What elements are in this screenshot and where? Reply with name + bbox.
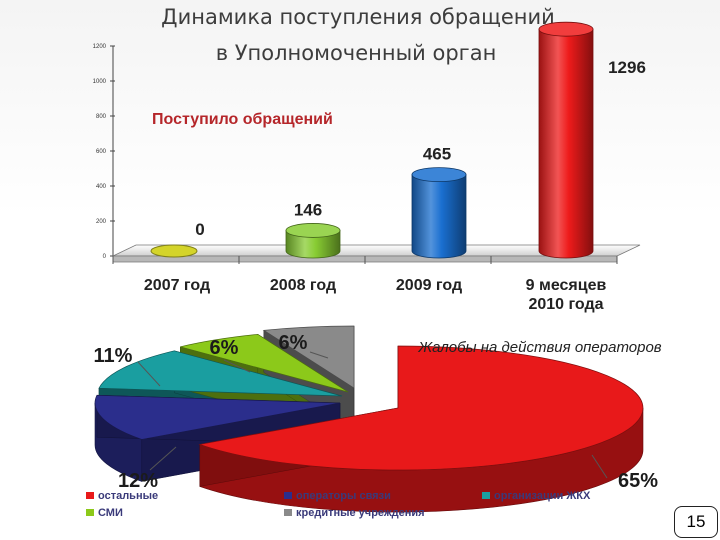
pie-chart-title: Жалобы на действия операторов bbox=[417, 339, 661, 356]
bar-value-label: 1296 bbox=[608, 58, 646, 77]
pie-slice-1 bbox=[198, 345, 644, 471]
bar-value-label: 0 bbox=[195, 220, 204, 239]
bar-2-top bbox=[285, 223, 341, 238]
slide-title-line-1: Динамика поступления обращений bbox=[161, 5, 555, 29]
legend-label: остальные bbox=[98, 490, 158, 502]
legend-label: организации ЖКХ bbox=[494, 490, 591, 502]
legend-label: кредитные учреждения bbox=[296, 507, 425, 519]
pie-slice-5 bbox=[262, 325, 355, 389]
bar-y-tick-label: 1000 bbox=[93, 79, 107, 85]
bar-y-tick-label: 1200 bbox=[93, 44, 107, 50]
pie-percent-label: 6% bbox=[279, 332, 308, 354]
pie-percent-label: 12% bbox=[118, 470, 158, 492]
pie-leader-line bbox=[591, 454, 608, 479]
legend-label: операторы связи bbox=[296, 490, 391, 502]
bar-y-tick-label: 0 bbox=[103, 254, 107, 260]
bar-chart-title: Поступило обращений bbox=[152, 111, 333, 128]
bar-4-top bbox=[538, 21, 594, 37]
bar-chart: 0 200 400 600 800 1000 1200 0 2007 год 146 2008 го… bbox=[93, 21, 646, 313]
bar-2 bbox=[285, 230, 341, 259]
pie-percent-label: 11% bbox=[94, 345, 133, 367]
bar-category-label: 2007 год bbox=[144, 277, 210, 294]
pie-leader-line bbox=[309, 351, 329, 359]
pie-leader-line bbox=[149, 446, 177, 471]
bar-y-tick-label: 400 bbox=[96, 184, 107, 190]
bar-y-tick-label: 200 bbox=[96, 219, 107, 225]
bar-category-label: 2008 год bbox=[270, 277, 336, 294]
legend-swatch bbox=[284, 509, 292, 516]
bar-y-tick-label: 800 bbox=[96, 114, 107, 120]
pie-slice-2 bbox=[94, 394, 341, 440]
pie-leader-line bbox=[223, 359, 251, 373]
pie-slice-4 bbox=[180, 333, 349, 393]
bar-category-label: 2009 год bbox=[396, 277, 462, 294]
pie-percent-label: 65% bbox=[618, 470, 658, 492]
legend-swatch bbox=[284, 492, 292, 499]
bar-value-label: 146 bbox=[294, 200, 322, 219]
slide-title-line-2: в Уполномоченный орган bbox=[215, 41, 497, 65]
legend-swatch bbox=[86, 509, 94, 516]
bar-3 bbox=[411, 174, 467, 259]
pie-chart: 65% 12% 11% 6% 6% Жалобы на действия оператор… bbox=[86, 325, 662, 519]
bar-4 bbox=[538, 28, 594, 259]
bar-1 bbox=[150, 244, 198, 258]
bar-y-tick-label: 600 bbox=[96, 149, 107, 155]
bar-value-label: 465 bbox=[423, 145, 451, 164]
legend-swatch bbox=[86, 492, 94, 499]
legend-label: СМИ bbox=[98, 507, 123, 519]
legend-swatch bbox=[482, 492, 490, 499]
pie-percent-label: 6% bbox=[210, 337, 239, 359]
bar-3-top bbox=[411, 167, 467, 183]
pie-slice-3 bbox=[98, 350, 343, 397]
page-number: 15 bbox=[674, 506, 718, 538]
bar-category-label: 9 месяцев 2010 года bbox=[526, 277, 607, 313]
pie-leader-line bbox=[137, 361, 161, 387]
